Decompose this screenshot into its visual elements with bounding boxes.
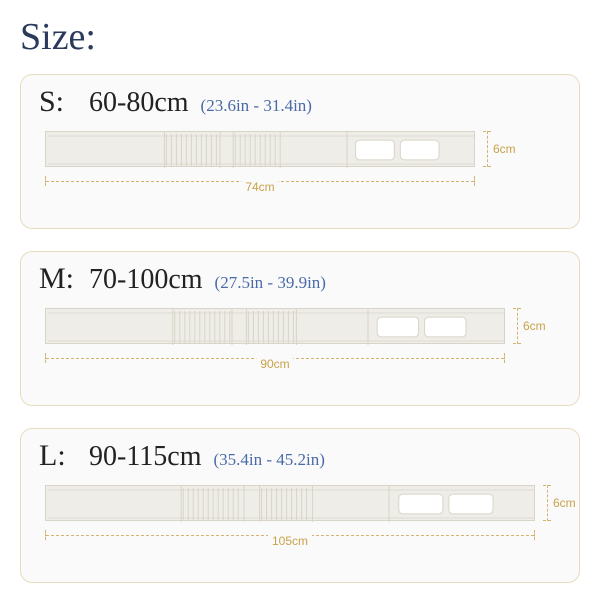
length-label: 105cm — [268, 534, 312, 548]
length-label: 74cm — [241, 180, 278, 194]
belt-diagram: 6cm 74cm — [39, 127, 561, 187]
panel-header: M: 70-100cm (27.5in - 39.9in) — [39, 262, 561, 296]
height-dimension: 6cm — [481, 131, 511, 167]
range-cm: 90-115cm — [89, 441, 202, 473]
size-panel-m: M: 70-100cm (27.5in - 39.9in) 6cm 90cm — [20, 251, 580, 406]
belt-icon — [45, 131, 475, 167]
length-dimension: 105cm — [45, 527, 535, 543]
size-panel-s: S: 60-80cm (23.6in - 31.4in) 6cm 74cm — [20, 74, 580, 229]
height-label: 6cm — [493, 142, 516, 156]
size-letter: M: — [39, 262, 77, 296]
size-title: Size: — [20, 15, 580, 59]
size-letter: S: — [39, 85, 77, 119]
range-inches: (23.6in - 31.4in) — [201, 96, 312, 116]
range-inches: (27.5in - 39.9in) — [215, 273, 326, 293]
panel-header: L: 90-115cm (35.4in - 45.2in) — [39, 439, 561, 473]
size-letter: L: — [39, 439, 77, 473]
belt-diagram: 6cm 90cm — [39, 304, 561, 364]
range-inches: (35.4in - 45.2in) — [214, 450, 325, 470]
length-dimension: 74cm — [45, 173, 475, 189]
size-panel-l: L: 90-115cm (35.4in - 45.2in) 6cm 105cm — [20, 428, 580, 583]
height-dimension: 6cm — [541, 485, 571, 521]
panel-header: S: 60-80cm (23.6in - 31.4in) — [39, 85, 561, 119]
height-label: 6cm — [523, 319, 546, 333]
height-label: 6cm — [553, 496, 576, 510]
height-dimension: 6cm — [511, 308, 541, 344]
belt-icon — [45, 485, 535, 521]
length-dimension: 90cm — [45, 350, 505, 366]
belt-diagram: 6cm 105cm — [39, 481, 561, 541]
range-cm: 70-100cm — [89, 264, 203, 296]
belt-icon — [45, 308, 505, 344]
length-label: 90cm — [256, 357, 293, 371]
range-cm: 60-80cm — [89, 87, 189, 119]
